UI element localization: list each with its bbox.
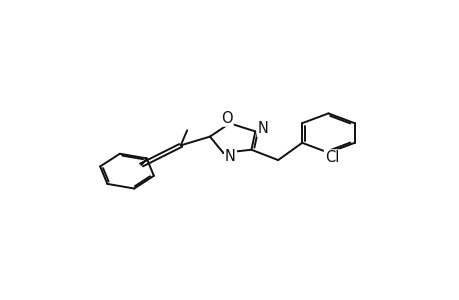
Text: N: N (257, 121, 268, 136)
Text: Cl: Cl (324, 150, 338, 165)
Text: O: O (221, 111, 232, 126)
Text: N: N (224, 149, 235, 164)
